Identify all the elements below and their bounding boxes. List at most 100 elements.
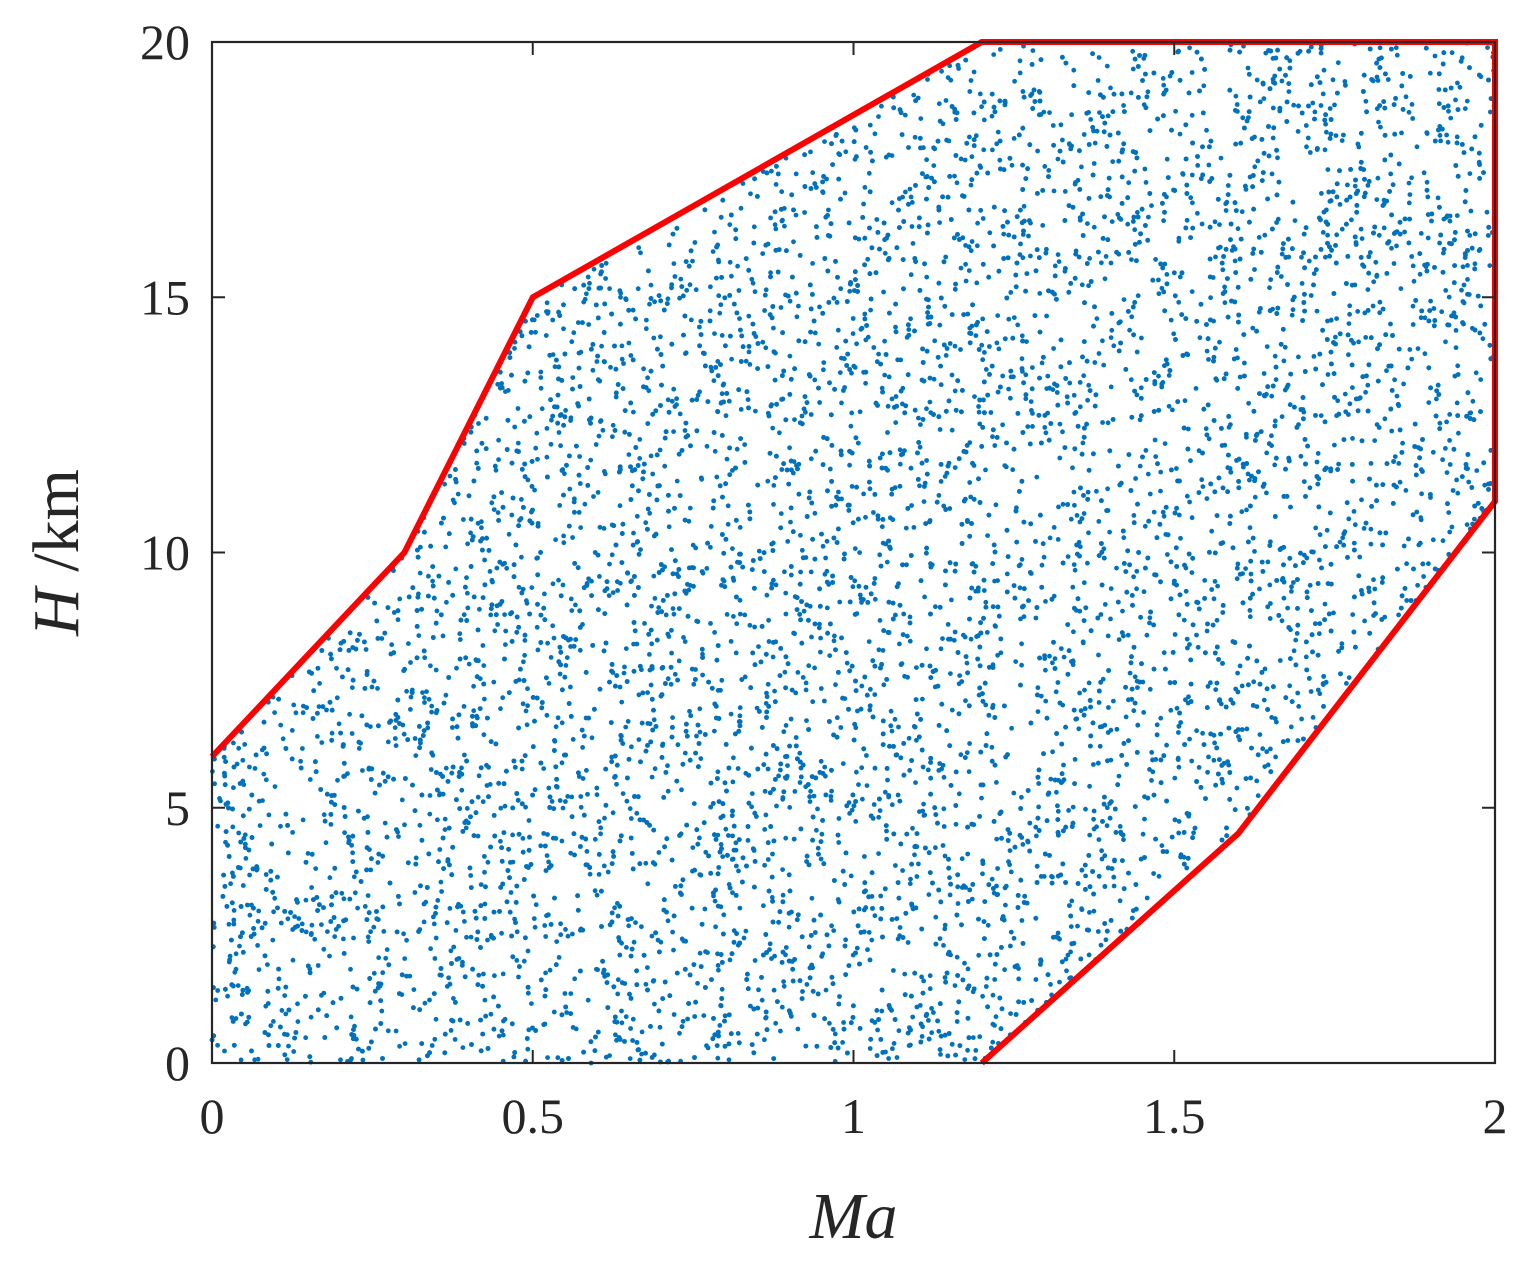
scatter-point: [1052, 656, 1058, 661]
scatter-point: [1268, 601, 1273, 606]
scatter-point: [1217, 339, 1222, 345]
scatter-point: [383, 955, 389, 961]
scatter-point: [1262, 232, 1268, 238]
scatter-point: [1342, 391, 1348, 397]
scatter-point: [545, 1055, 550, 1060]
scatter-point: [1239, 209, 1245, 215]
scatter-point: [1153, 454, 1159, 459]
scatter-point: [1320, 91, 1326, 97]
scatter-point: [971, 69, 977, 75]
scatter-point: [1254, 778, 1260, 784]
scatter-point: [559, 760, 565, 766]
scatter-point: [1377, 45, 1383, 51]
scatter-point: [1325, 167, 1331, 173]
scatter-point: [787, 353, 793, 359]
scatter-point: [1107, 529, 1112, 535]
scatter-point: [1191, 830, 1196, 836]
scatter-point: [633, 920, 638, 925]
scatter-point: [760, 251, 766, 256]
scatter-point: [478, 882, 484, 887]
scatter-point: [427, 811, 433, 817]
scatter-point: [462, 752, 467, 758]
scatter-point: [1056, 259, 1062, 264]
scatter-point: [1294, 631, 1300, 636]
scatter-point: [626, 452, 632, 457]
scatter-point: [952, 388, 958, 394]
scatter-point: [765, 478, 771, 484]
scatter-point: [631, 939, 637, 945]
scatter-point: [919, 1034, 925, 1039]
scatter-point: [1013, 659, 1019, 664]
scatter-point: [988, 410, 994, 415]
scatter-point: [690, 258, 695, 264]
scatter-point: [665, 397, 671, 403]
scatter-point: [752, 624, 757, 630]
scatter-point: [428, 663, 433, 669]
scatter-point: [1261, 697, 1267, 703]
scatter-point: [701, 1013, 707, 1018]
scatter-point: [1407, 192, 1413, 198]
scatter-point: [1082, 687, 1087, 693]
scatter-point: [263, 872, 269, 877]
scatter-point: [1203, 426, 1209, 432]
scatter-point: [242, 742, 248, 747]
scatter-point: [645, 965, 650, 970]
scatter-point: [1187, 45, 1192, 51]
scatter-point: [495, 381, 501, 387]
scatter-point: [765, 766, 771, 772]
scatter-point: [648, 282, 654, 288]
scatter-point: [736, 868, 741, 874]
scatter-point: [874, 359, 880, 365]
scatter-point: [1220, 267, 1226, 273]
scatter-point: [585, 274, 591, 280]
scatter-point: [1142, 166, 1148, 172]
scatter-point: [1252, 267, 1257, 272]
scatter-point: [941, 824, 947, 829]
scatter-point: [496, 1033, 502, 1039]
scatter-point: [778, 305, 784, 310]
scatter-point: [591, 494, 596, 499]
scatter-point: [949, 707, 955, 713]
scatter-point: [1453, 328, 1459, 333]
scatter-point: [1145, 89, 1151, 95]
scatter-point: [863, 514, 868, 520]
scatter-point: [1043, 430, 1049, 436]
scatter-point: [468, 873, 474, 878]
scatter-point: [708, 524, 714, 529]
scatter-point: [794, 314, 800, 320]
scatter-point: [763, 345, 769, 351]
scatter-point: [1158, 488, 1163, 494]
scatter-point: [1206, 357, 1211, 362]
scatter-point: [1404, 598, 1410, 603]
scatter-point: [967, 134, 972, 140]
scatter-point: [955, 884, 961, 890]
scatter-point: [797, 750, 803, 756]
scatter-point: [562, 991, 568, 996]
scatter-point: [1289, 312, 1295, 318]
scatter-point: [812, 930, 818, 935]
scatter-point: [1096, 55, 1102, 60]
scatter-point: [770, 851, 775, 857]
scatter-point: [952, 465, 958, 470]
scatter-point: [569, 339, 575, 345]
scatter-point: [1322, 147, 1328, 153]
scatter-point: [881, 289, 886, 295]
scatter-point: [549, 417, 554, 423]
scatter-point: [1111, 883, 1117, 889]
scatter-point: [812, 510, 818, 516]
scatter-point: [728, 711, 734, 717]
scatter-point: [438, 879, 444, 885]
scatter-point: [546, 681, 552, 686]
scatter-point: [1264, 749, 1270, 755]
scatter-point: [700, 651, 705, 657]
scatter-point: [305, 851, 311, 856]
scatter-point: [1054, 789, 1059, 795]
scatter-point: [1039, 562, 1045, 568]
scatter-point: [1015, 322, 1021, 328]
scatter-point: [712, 229, 717, 235]
scatter-point: [584, 291, 589, 297]
scatter-point: [1004, 571, 1010, 577]
scatter-point: [1322, 601, 1328, 607]
scatter-point: [1312, 109, 1318, 115]
scatter-point: [947, 875, 952, 881]
